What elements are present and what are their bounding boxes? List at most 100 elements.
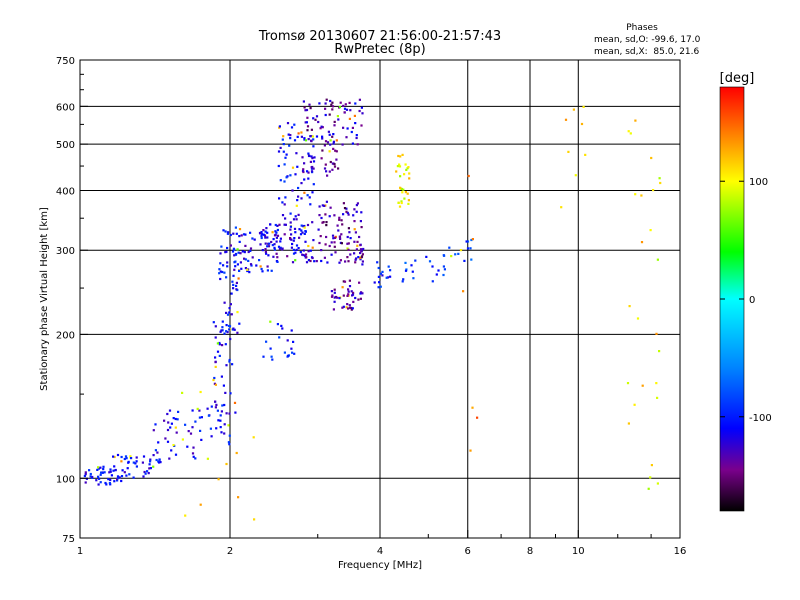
data-point [354, 258, 357, 261]
data-point [221, 270, 224, 274]
data-point [347, 260, 350, 263]
data-point [214, 365, 217, 368]
data-point [216, 342, 219, 345]
data-point [220, 431, 223, 434]
data-point [304, 121, 307, 124]
data-point [340, 233, 343, 236]
x-tick-label: 10 [572, 546, 585, 557]
data-point [233, 268, 236, 271]
data-point [278, 336, 281, 339]
data-point [286, 122, 290, 125]
data-point [307, 259, 310, 262]
data-point [265, 340, 268, 343]
data-point [357, 298, 360, 301]
data-point [264, 248, 267, 251]
data-point [386, 276, 389, 279]
data-point [560, 206, 563, 209]
data-point [327, 130, 330, 133]
data-point [238, 228, 242, 231]
data-point [233, 254, 236, 257]
data-point [311, 221, 314, 224]
data-point [228, 358, 231, 362]
data-point [249, 249, 252, 252]
data-point [303, 226, 306, 229]
data-point [266, 265, 269, 268]
data-point [218, 268, 221, 271]
data-point [120, 460, 123, 463]
data-point [251, 237, 254, 240]
data-point [328, 150, 331, 153]
data-point [332, 237, 335, 240]
data-point [354, 296, 357, 300]
data-point [333, 241, 336, 244]
data-point [325, 98, 328, 101]
data-point [338, 235, 341, 238]
data-point [220, 410, 223, 413]
data-point [290, 329, 293, 332]
data-point [126, 467, 129, 470]
grid-lines [80, 60, 680, 538]
data-point [209, 427, 212, 430]
data-point [356, 202, 359, 205]
data-point [342, 104, 345, 107]
data-point [223, 271, 226, 274]
data-point [300, 131, 303, 134]
data-point [181, 438, 184, 441]
data-point [425, 255, 428, 258]
data-point [120, 479, 123, 483]
data-point [404, 191, 407, 194]
data-point [149, 458, 152, 461]
data-point [341, 306, 344, 309]
data-point [328, 113, 331, 116]
data-point [142, 455, 146, 458]
data-point [266, 236, 269, 239]
data-point [109, 478, 112, 482]
data-point [283, 163, 286, 166]
data-point [270, 240, 273, 244]
data-point [98, 477, 101, 480]
data-point [113, 455, 116, 459]
data-point [174, 426, 177, 429]
data-point [158, 461, 161, 464]
data-point [233, 401, 237, 404]
stats-heading: Phases [626, 23, 658, 33]
data-point [340, 242, 343, 245]
data-point [399, 186, 402, 189]
data-point [297, 186, 300, 190]
data-point [398, 205, 402, 208]
data-point [343, 107, 347, 110]
data-point [302, 100, 305, 103]
data-point [324, 113, 327, 117]
data-point [283, 351, 286, 354]
data-point [357, 256, 360, 259]
data-point [223, 301, 226, 304]
data-point [359, 292, 362, 295]
data-point [219, 426, 222, 429]
data-point [312, 167, 315, 170]
data-point [396, 165, 399, 168]
data-point [321, 135, 324, 138]
data-point [465, 240, 468, 243]
data-point [309, 160, 312, 163]
data-point [333, 165, 337, 168]
data-point [99, 473, 102, 476]
data-point [110, 474, 113, 477]
data-point [157, 441, 160, 444]
data-point [244, 244, 247, 247]
data-point [323, 144, 326, 147]
data-point [343, 207, 347, 210]
data-point [259, 232, 262, 235]
data-point [84, 471, 87, 474]
x-tick-label: 6 [465, 546, 471, 557]
data-point [281, 247, 284, 250]
data-point [214, 356, 217, 359]
data-point [341, 286, 344, 289]
data-point [337, 118, 340, 121]
y-tick-label: 75 [62, 534, 75, 545]
data-point [636, 317, 640, 320]
data-point [442, 265, 445, 268]
data-point [200, 416, 203, 419]
data-point [155, 458, 158, 462]
data-point [97, 475, 100, 478]
data-point [333, 214, 336, 217]
